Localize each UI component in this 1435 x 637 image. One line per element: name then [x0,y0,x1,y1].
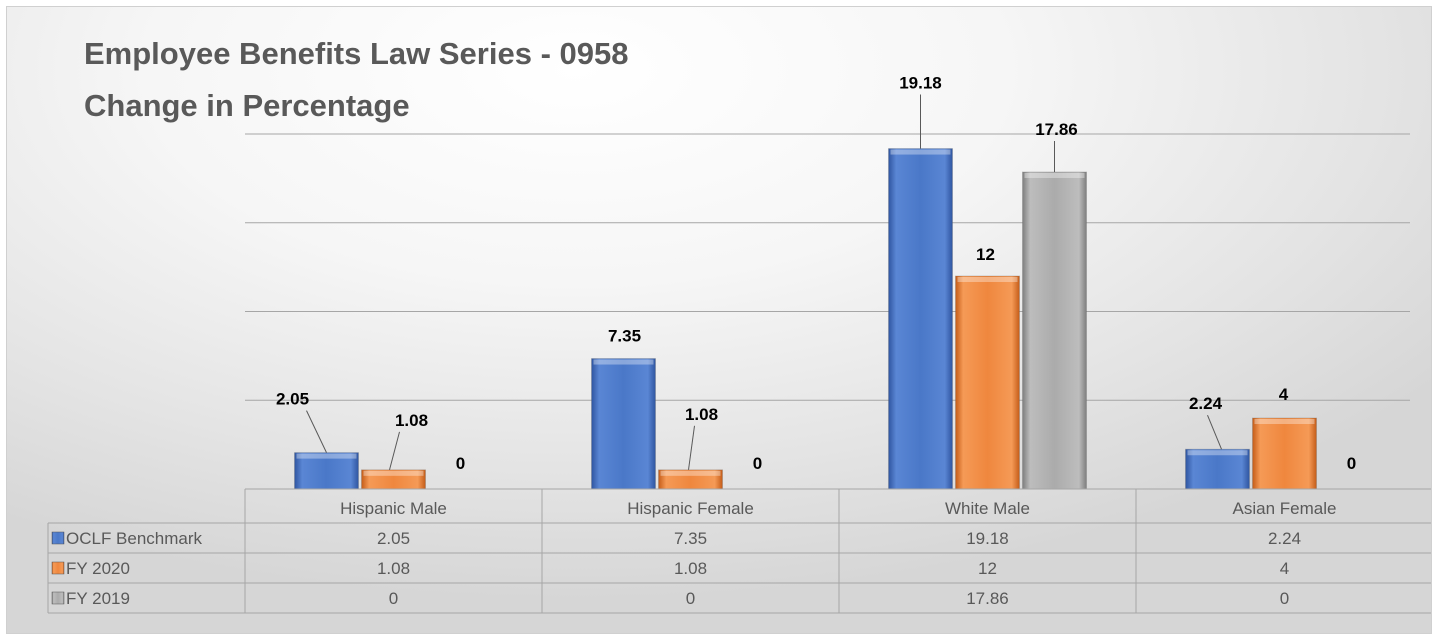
bar-oclf-benchmark-1 [591,358,656,490]
data-label: 7.35 [608,327,641,346]
data-label: 0 [456,454,465,473]
bar-bevel [1187,450,1248,456]
legend-key [51,531,65,545]
bar-bevel [890,149,951,155]
table-cell: 1.08 [674,559,707,578]
data-label: 17.86 [1035,120,1078,139]
table-cell: 0 [389,589,398,608]
table-cell: 7.35 [674,529,707,548]
bar-bevel [593,359,654,365]
category-label: White Male [945,499,1030,518]
legend-key [51,591,65,605]
table-cell: 2.24 [1268,529,1301,548]
table-cell: 2.05 [377,529,410,548]
table-cell: 0 [686,589,695,608]
gridlines [245,133,1410,401]
chart-subtitle: Change in Percentage [84,88,410,123]
bar-oclf-benchmark-2 [888,148,953,490]
table-cell: 1.08 [377,559,410,578]
data-label: 12 [976,245,995,264]
leader-line [1207,415,1222,450]
leader-line [389,431,400,470]
leader-line [306,410,327,453]
bar-bevel [296,453,357,459]
leader-line [688,425,695,470]
category-label: Hispanic Female [627,499,754,518]
data-labels: 2.05 7.35 19.18 2.24 1.08 1.08 12 4 0 0 17.86 0 [276,74,1356,473]
data-label: 0 [753,454,762,473]
table-cell: 12 [978,559,997,578]
bar-bevel [1254,419,1315,424]
bars [294,148,1317,490]
legend-entry: FY 2020 [66,559,130,578]
legend-entry: OCLF Benchmark [66,529,203,548]
table-cell: 0 [1280,589,1289,608]
data-label: 19.18 [899,74,942,93]
category-label: Asian Female [1233,499,1337,518]
chart-svg: Employee Benefits Law Series - 0958 Chan… [47,36,1431,614]
chart-frame: Employee Benefits Law Series - 0958 Chan… [6,6,1432,634]
bar-fy-2020-3 [1252,417,1317,490]
bar-bevel [957,277,1018,282]
bar-fy-2019-2 [1022,171,1087,490]
bar-bevel [1024,172,1085,178]
bar-oclf-benchmark-0 [294,452,359,490]
chart-title: Employee Benefits Law Series - 0958 [84,36,628,71]
label-leaders [306,94,1222,470]
table-cell: 4 [1280,559,1289,578]
data-label: 2.05 [276,390,309,409]
bar-bevel [363,470,424,476]
data-label: 1.08 [685,405,718,424]
table-cell: 17.86 [966,589,1009,608]
data-label: 2.24 [1189,394,1223,413]
legend-entry: FY 2019 [66,589,130,608]
data-label: 0 [1347,454,1356,473]
data-table: Hispanic Male Hispanic Female White Male As… [47,488,1431,614]
data-label: 4 [1279,385,1289,404]
category-label: Hispanic Male [340,499,447,518]
bar-fy-2020-2 [955,275,1020,490]
table-cell: 19.18 [966,529,1009,548]
bar-bevel [660,470,721,476]
data-label: 1.08 [395,411,428,430]
legend-key [51,561,65,575]
